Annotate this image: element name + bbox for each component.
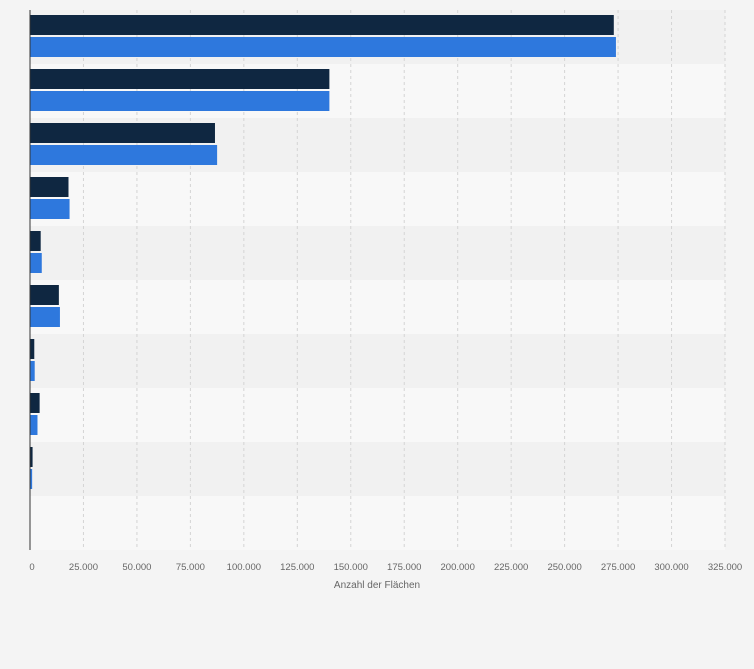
bar-series-2 — [30, 307, 60, 327]
bar-series-2 — [30, 361, 35, 381]
bar-series-1 — [30, 231, 41, 251]
x-tick-label: 225.000 — [494, 562, 528, 573]
bar-series-2 — [30, 145, 218, 165]
row-bands — [30, 10, 725, 550]
bar-series-1 — [30, 285, 59, 305]
bar-series-1 — [30, 15, 614, 35]
x-tick-label: 75.000 — [176, 562, 205, 573]
row-band — [30, 334, 725, 388]
bar-series-2 — [30, 199, 70, 219]
row-band — [30, 172, 725, 226]
bars — [30, 15, 616, 489]
x-tick-label: 275.000 — [601, 562, 635, 573]
bar-series-1 — [30, 123, 215, 143]
x-tick-label: 325.000 — [708, 562, 742, 573]
bar-series-1 — [30, 393, 40, 413]
x-tick-label: 100.000 — [227, 562, 261, 573]
bar-series-2 — [30, 253, 42, 273]
x-axis-title: Anzahl der Flächen — [334, 580, 420, 591]
row-band — [30, 442, 725, 496]
row-band — [30, 496, 725, 550]
row-band — [30, 388, 725, 442]
x-tick-label: 150.000 — [334, 562, 368, 573]
row-band — [30, 226, 725, 280]
x-tick-label: 250.000 — [547, 562, 581, 573]
x-tick-label: 125.000 — [280, 562, 314, 573]
x-tick-label: 0 — [29, 562, 34, 573]
x-tick-label: 300.000 — [654, 562, 688, 573]
bar-series-1 — [30, 177, 69, 197]
bar-series-2 — [30, 469, 33, 489]
bar-series-2 — [30, 91, 330, 111]
bar-series-1 — [30, 447, 33, 467]
bar-series-1 — [30, 69, 330, 89]
bar-series-2 — [30, 37, 616, 57]
x-tick-label: 50.000 — [122, 562, 151, 573]
x-tick-label: 25.000 — [69, 562, 98, 573]
row-band — [30, 280, 725, 334]
bar-series-2 — [30, 415, 38, 435]
x-axis-ticks: 0 25.000 50.000 75.000 100.000 125.000 150.000… — [29, 562, 742, 573]
x-tick-label: 175.000 — [387, 562, 421, 573]
x-tick-label: 200.000 — [441, 562, 475, 573]
bar-series-1 — [30, 339, 35, 359]
